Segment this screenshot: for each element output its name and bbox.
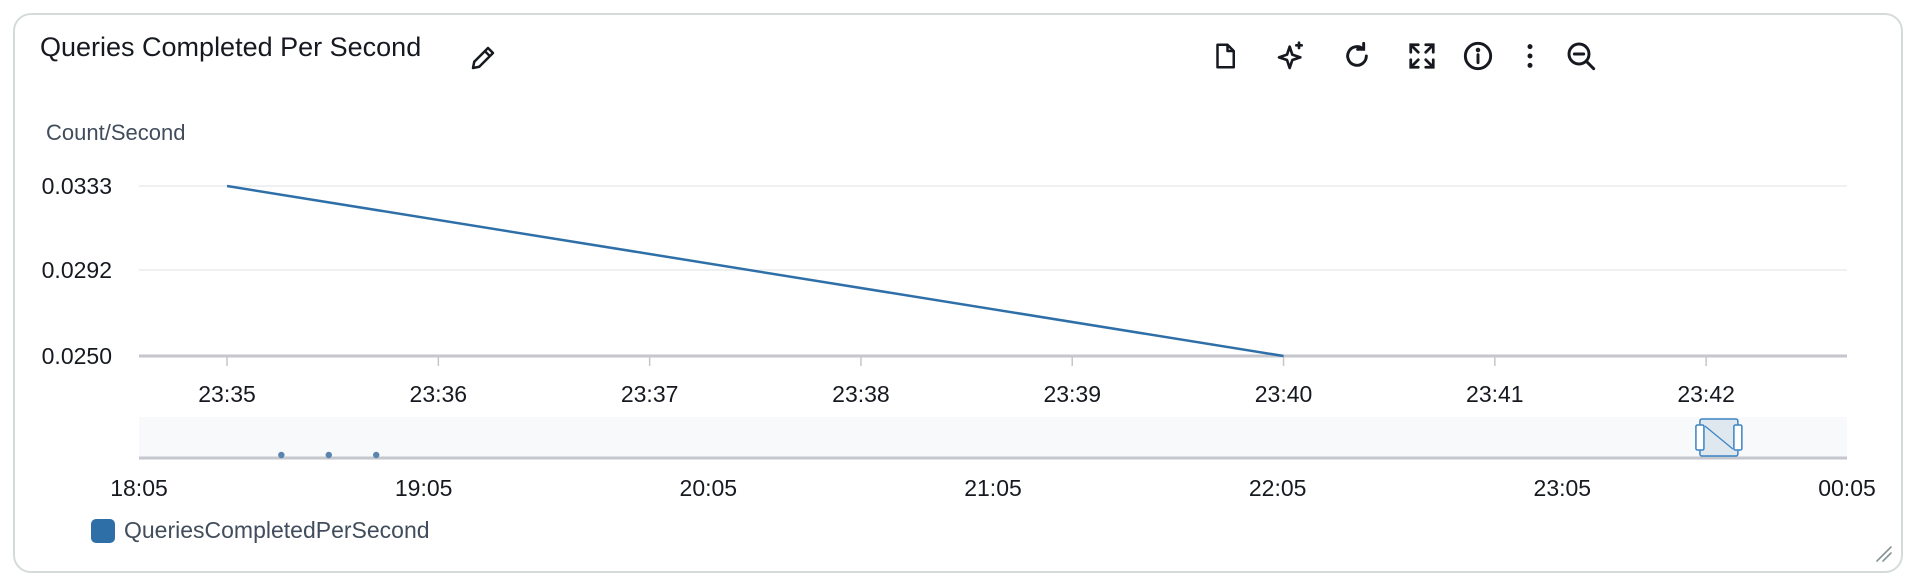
legend-item[interactable]: QueriesCompletedPerSecond [91, 517, 430, 544]
edit-title-button[interactable] [461, 36, 505, 80]
y-tick-label: 0.0292 [42, 257, 112, 283]
navigator-data-point [373, 451, 380, 459]
refresh-icon [1346, 41, 1368, 67]
metric-widget: Queries Completed Per Second [13, 13, 1903, 573]
navigator-tick-label: 19:05 [395, 475, 453, 501]
resize-handle-icon[interactable] [1871, 541, 1893, 563]
x-tick-label: 23:41 [1466, 381, 1524, 407]
x-tick-label: 23:42 [1677, 381, 1735, 407]
info-button[interactable] [1453, 31, 1503, 81]
navigator-tick-label: 21:05 [964, 475, 1022, 501]
series-line [226, 184, 1284, 358]
legend-label: QueriesCompletedPerSecond [124, 517, 430, 543]
x-tick-label: 23:35 [198, 381, 256, 407]
navigator-tick-label: 00:05 [1818, 475, 1876, 501]
zoom-out-icon [1567, 42, 1596, 71]
y-tick-label: 0.0250 [42, 343, 112, 369]
y-tick-label: 0.0333 [42, 173, 112, 199]
x-tick-label: 23:40 [1255, 381, 1313, 407]
legend-swatch [91, 518, 115, 543]
fullscreen-button[interactable] [1397, 31, 1447, 81]
more-vertical-icon [1527, 44, 1533, 68]
navigator-handle-left[interactable] [1695, 424, 1705, 451]
pencil-icon [471, 46, 495, 70]
navigator-data-point [325, 451, 332, 459]
info-icon [1463, 41, 1493, 71]
navigator-selection-line [1704, 425, 1734, 450]
fullscreen-icon [1409, 43, 1435, 69]
ai-insights-button[interactable] [1266, 31, 1316, 81]
x-tick-label: 23:39 [1043, 381, 1101, 407]
navigator-tick-label: 23:05 [1534, 475, 1592, 501]
zoom-out-button[interactable] [1556, 31, 1606, 81]
more-actions-button[interactable] [1505, 31, 1555, 81]
navigator-handle-right[interactable] [1733, 424, 1743, 451]
x-tick-label: 23:36 [410, 381, 468, 407]
navigator-tick-label: 22:05 [1249, 475, 1307, 501]
widget-title: Queries Completed Per Second [40, 32, 422, 62]
sparkle-icon [1277, 41, 1303, 70]
document-icon [1216, 43, 1235, 69]
view-logs-button[interactable] [1200, 31, 1250, 81]
navigator-background [139, 417, 1847, 458]
navigator-tick-label: 18:05 [110, 475, 168, 501]
y-axis-unit-label: Count/Second [46, 120, 186, 145]
x-tick-label: 23:38 [832, 381, 890, 407]
x-tick-label: 23:37 [621, 381, 679, 407]
navigator-data-point [278, 451, 285, 459]
navigator-tick-label: 20:05 [680, 475, 738, 501]
line-chart[interactable]: 0.0333 0.0292 0.0250 23:35 23:36 23:37 23:38 23… [15, 15, 1901, 571]
refresh-button[interactable] [1332, 31, 1382, 81]
